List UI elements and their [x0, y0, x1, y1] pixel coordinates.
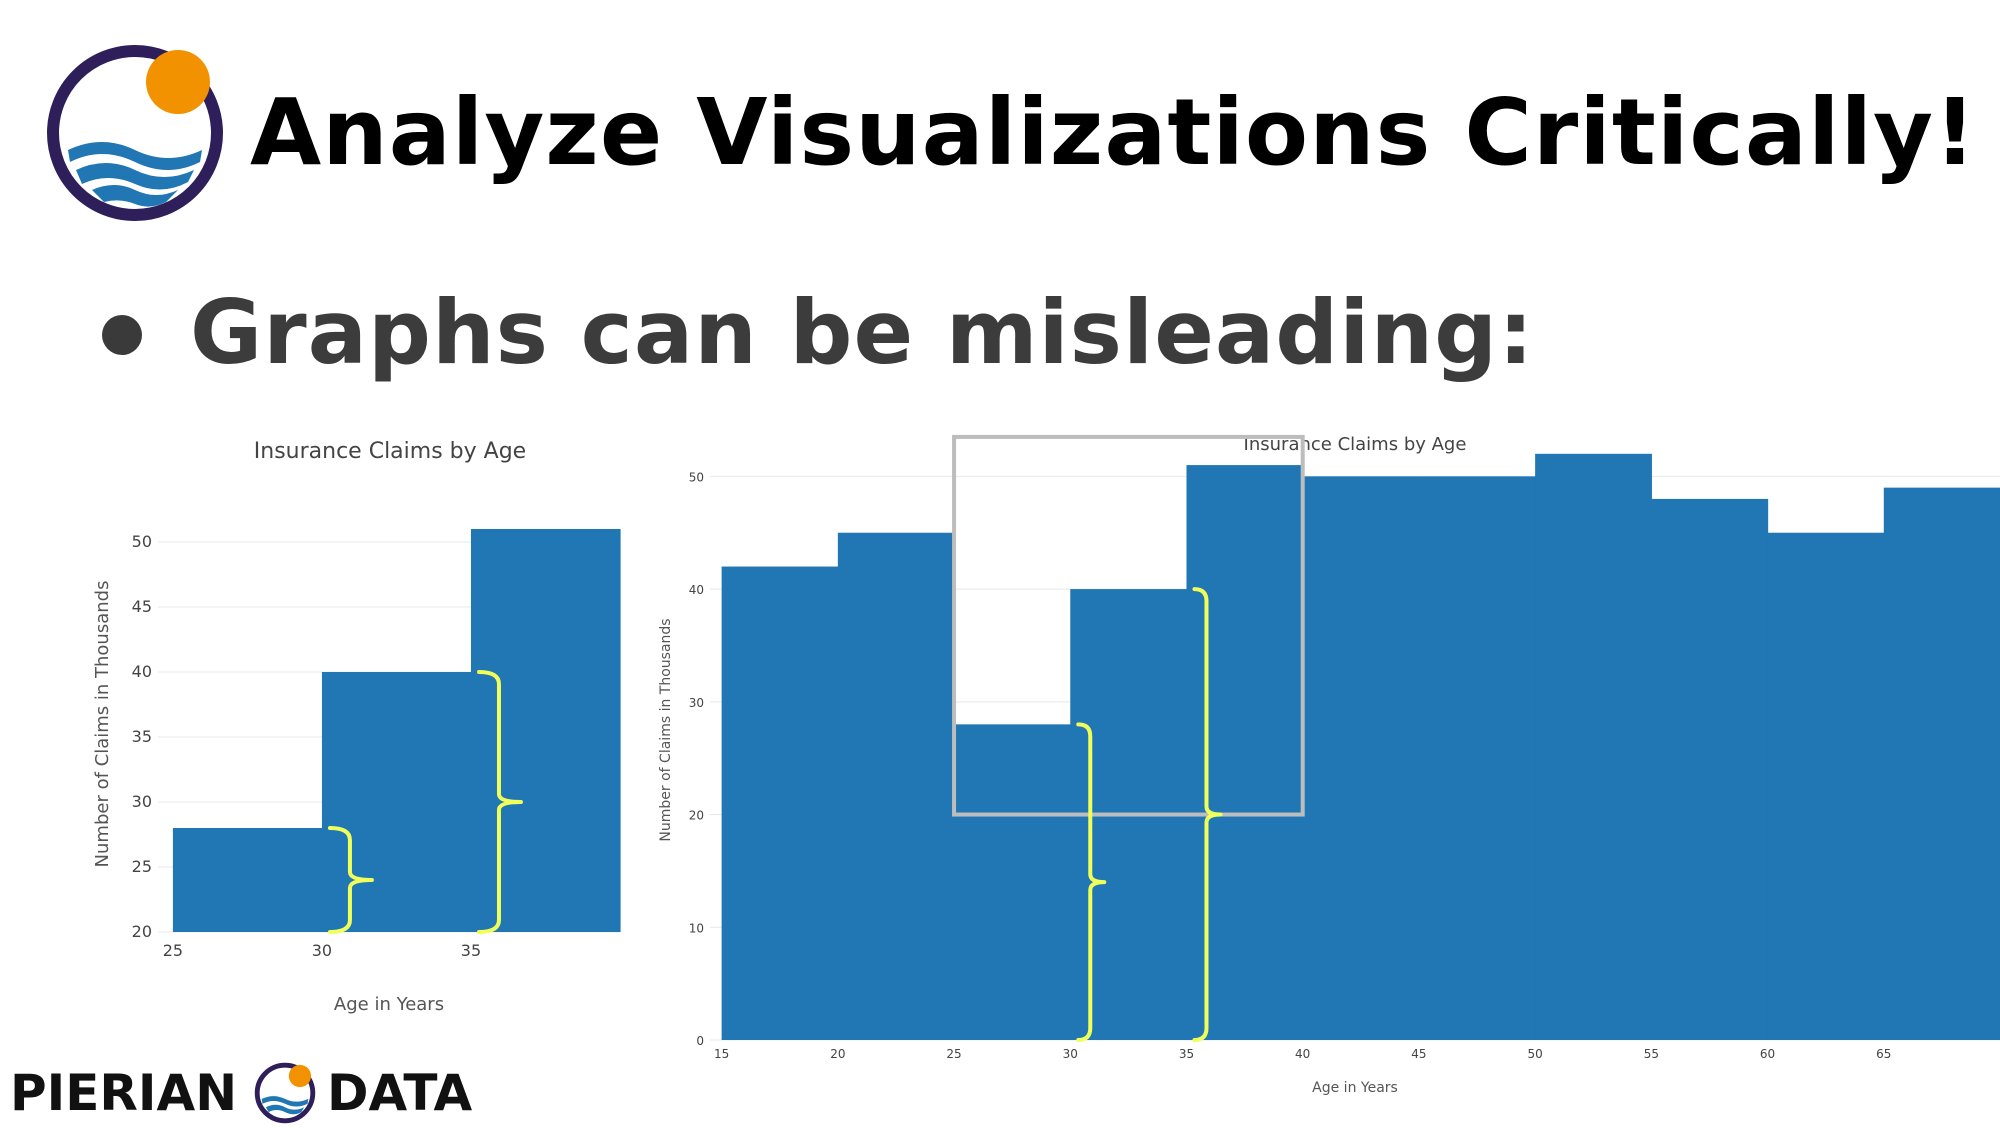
- brand-wordmark: PIERIAN DATA: [10, 1058, 490, 1128]
- brand-logo-icon: [252, 1060, 318, 1126]
- zoomed-chart: Insurance Claims by Age 20 25 30 35 40 45 50 25 3…: [0, 420, 680, 1020]
- full-bar-35: [1186, 465, 1303, 1040]
- zoomed-xaxis-title: Age in Years: [334, 994, 444, 1015]
- full-bar-40: [1303, 476, 1420, 1040]
- zoomed-yaxis-title: Number of Claims in Thousands: [92, 581, 113, 868]
- full-bar-55: [1651, 499, 1768, 1040]
- full-bar-20: [838, 533, 955, 1040]
- full-bar-15: [722, 567, 839, 1040]
- full-ytick-0: 0: [696, 1034, 704, 1048]
- full-bar-60: [1768, 533, 1885, 1040]
- zoomed-bar-35: [471, 529, 621, 932]
- full-xtick-60: 60: [1760, 1047, 1775, 1061]
- full-xtick-15: 15: [714, 1047, 729, 1061]
- full-xtick-50: 50: [1527, 1047, 1542, 1061]
- full-ytick-20: 20: [689, 809, 704, 823]
- zoomed-xtick-35: 35: [461, 941, 481, 960]
- full-ytick-10: 10: [689, 921, 704, 935]
- full-xtick-45: 45: [1411, 1047, 1426, 1061]
- pierian-logo: [40, 38, 230, 228]
- zoomed-ytick-25: 25: [132, 857, 152, 876]
- brand-logo-wave-top: [262, 1096, 309, 1106]
- zoomed-ytick-45: 45: [132, 597, 152, 616]
- zoomed-ytick-50: 50: [132, 532, 152, 551]
- zoomed-ytick-40: 40: [132, 662, 152, 681]
- zoomed-ytick-20: 20: [132, 922, 152, 941]
- zoomed-xtick-25: 25: [163, 941, 183, 960]
- full-xtick-20: 20: [830, 1047, 845, 1061]
- zoomed-ytick-35: 35: [132, 727, 152, 746]
- full-ytick-30: 30: [689, 696, 704, 710]
- brand-logo-sun: [289, 1065, 311, 1087]
- full-xaxis-title: Age in Years: [1312, 1080, 1398, 1096]
- zoomed-chart-title: Insurance Claims by Age: [254, 439, 526, 464]
- zoomed-bar-25: [173, 828, 323, 932]
- zoomed-bar-30: [322, 672, 472, 932]
- full-xtick-30: 30: [1063, 1047, 1078, 1061]
- bullet-dot: [102, 315, 142, 355]
- zoomed-ytick-30: 30: [132, 792, 152, 811]
- full-ytick-50: 50: [689, 470, 704, 484]
- logo-sun: [146, 50, 210, 114]
- zoomed-xtick-30: 30: [312, 941, 332, 960]
- full-xtick-40: 40: [1295, 1047, 1310, 1061]
- bullet-text: Graphs can be misleading:: [190, 278, 1534, 388]
- brand-text-data: DATA: [327, 1058, 472, 1128]
- full-xtick-35: 35: [1179, 1047, 1194, 1061]
- full-bar-50: [1535, 454, 1652, 1040]
- slide-title: Analyze Visualizations Critically!: [250, 78, 1977, 188]
- full-bar-45: [1419, 476, 1536, 1040]
- full-xtick-25: 25: [946, 1047, 961, 1061]
- full-ytick-40: 40: [689, 583, 704, 597]
- full-bar-65: [1884, 488, 2000, 1040]
- full-yaxis-title: Number of Claims in Thousands: [658, 618, 674, 841]
- brand-text-pierian: PIERIAN: [10, 1058, 237, 1128]
- full-xtick-65: 65: [1876, 1047, 1891, 1061]
- full-xtick-55: 55: [1644, 1047, 1659, 1061]
- full-bar-25: [954, 724, 1071, 1040]
